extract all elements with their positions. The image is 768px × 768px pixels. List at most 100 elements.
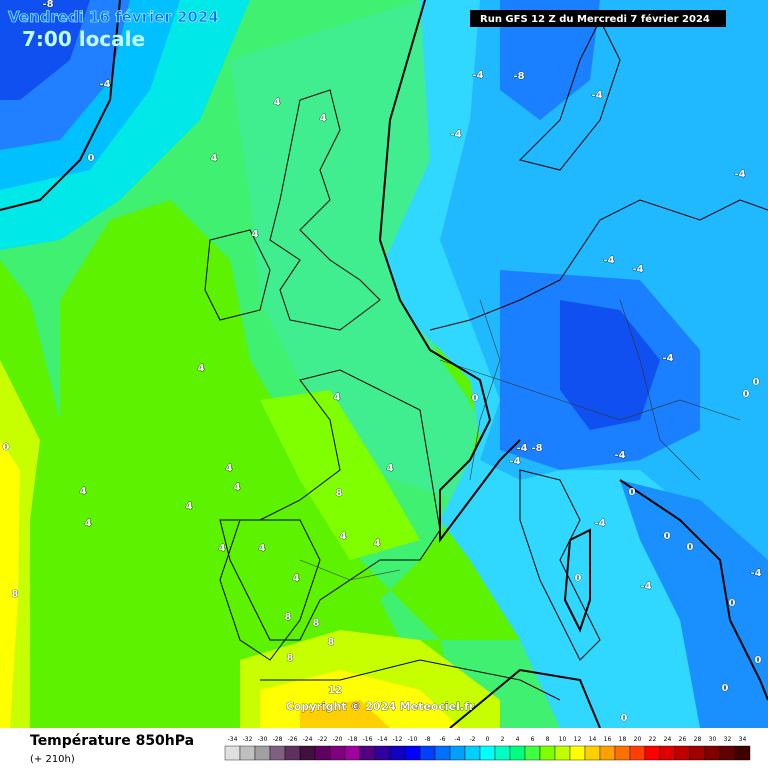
scale-swatch	[584, 745, 601, 761]
scale-swatch	[644, 745, 661, 761]
footer-title: Température 850hPa	[30, 733, 194, 749]
scale-swatch	[524, 745, 541, 761]
scale-swatch	[659, 745, 676, 761]
copyright: Copyright © 2024 Meteociel.fr	[286, 700, 475, 713]
contour-label: 4	[340, 531, 347, 542]
scale-label: 26	[679, 736, 687, 743]
scale-label: -22	[318, 736, 328, 743]
contour-label: 0	[3, 442, 10, 453]
scale-swatch	[449, 745, 466, 761]
contour-label: 4	[234, 482, 241, 493]
contour-label: 0	[664, 531, 671, 542]
contour-label: 4	[186, 501, 193, 512]
contour-label: 4	[320, 113, 327, 124]
scale-swatch	[539, 745, 556, 761]
run-label: Run GFS 12 Z du Mercredi 7 février 2024	[480, 13, 710, 25]
scale-label: 10	[559, 736, 567, 743]
scale-swatch	[224, 745, 241, 761]
contour-label: -4	[614, 450, 625, 461]
contour-label: -4	[662, 353, 673, 364]
scale-label: 22	[649, 736, 657, 743]
contour-label: 0	[729, 598, 736, 609]
contour-label: 0	[722, 683, 729, 694]
contour-label: 0	[755, 655, 762, 666]
contour-label: -4	[591, 90, 602, 101]
footer-lead: (+ 210h)	[30, 754, 75, 765]
scale-label: 16	[604, 736, 612, 743]
scale-swatch	[284, 745, 301, 761]
scale-swatch	[419, 745, 436, 761]
scale-swatch	[554, 745, 571, 761]
contour-label: -4	[640, 581, 651, 592]
scale-swatch	[599, 745, 616, 761]
scale-swatch	[569, 745, 586, 761]
scale-swatch	[299, 745, 316, 761]
scale-label: -18	[348, 736, 358, 743]
scale-swatch	[674, 745, 691, 761]
contour-label: 0	[575, 573, 582, 584]
contour-label: 4	[80, 486, 87, 497]
contour-label: -4	[450, 129, 461, 140]
scale-label: 8	[546, 736, 550, 743]
forecast-date: Vendredi 16 février 2024	[8, 8, 219, 26]
scale-swatch	[404, 745, 421, 761]
contour-label: 8	[336, 488, 343, 499]
scale-label: -12	[393, 736, 403, 743]
scale-label: -8	[425, 736, 431, 743]
contour-label: 0	[88, 153, 95, 164]
contour-label: 12	[328, 685, 342, 696]
contour-label: -4	[472, 70, 483, 81]
contour-label: 4	[211, 153, 218, 164]
scale-label: -16	[363, 736, 373, 743]
scale-label: 2	[501, 736, 505, 743]
contour-label: -8	[513, 71, 524, 82]
scale-swatch	[479, 745, 496, 761]
run-box	[470, 10, 726, 27]
scale-swatch	[239, 745, 256, 761]
scale-label: 30	[709, 736, 717, 743]
scale-label: 32	[724, 736, 732, 743]
forecast-time: 7:00 locale	[22, 27, 145, 51]
contour-label: -4	[603, 255, 614, 266]
contour-label: 4	[198, 363, 205, 374]
scale-label: 24	[664, 736, 672, 743]
contour-label: -4	[99, 79, 110, 90]
scale-label: -4	[455, 736, 461, 743]
scale-swatch	[254, 745, 271, 761]
contour-label: 4	[374, 538, 381, 549]
contour-label: -4	[750, 568, 761, 579]
scale-label: 28	[694, 736, 702, 743]
contour-label: 8	[328, 637, 335, 648]
contour-label: 0	[629, 487, 636, 498]
contour-label: -4	[734, 169, 745, 180]
scale-swatch	[389, 745, 406, 761]
scale-swatch	[359, 745, 376, 761]
contour-label: 4	[387, 463, 394, 474]
scale-swatch	[719, 745, 736, 761]
scale-label: -24	[303, 736, 313, 743]
scale-swatch	[734, 745, 751, 761]
contour-label: -8	[42, 0, 53, 10]
scale-label: -30	[258, 736, 268, 743]
scale-label: -26	[288, 736, 298, 743]
scale-swatch	[269, 745, 286, 761]
scale-label: 14	[589, 736, 597, 743]
contour-label: -4	[632, 264, 643, 275]
scale-swatch	[704, 745, 721, 761]
coastlines	[0, 0, 768, 729]
temperature-field	[0, 0, 768, 728]
scale-swatch	[629, 745, 646, 761]
contour-label: 0	[687, 542, 694, 553]
contour-label: 4	[252, 229, 259, 240]
scale-label: -14	[378, 736, 388, 743]
scale-swatch	[314, 745, 331, 761]
scale-swatch	[614, 745, 631, 761]
scale-label: 20	[634, 736, 642, 743]
scale-label: -32	[243, 736, 253, 743]
contour-label: -4	[594, 518, 605, 529]
scale-swatch	[374, 745, 391, 761]
contour-label: 8	[285, 612, 292, 623]
scale-swatch	[434, 745, 451, 761]
contour-label: 8	[287, 653, 294, 664]
